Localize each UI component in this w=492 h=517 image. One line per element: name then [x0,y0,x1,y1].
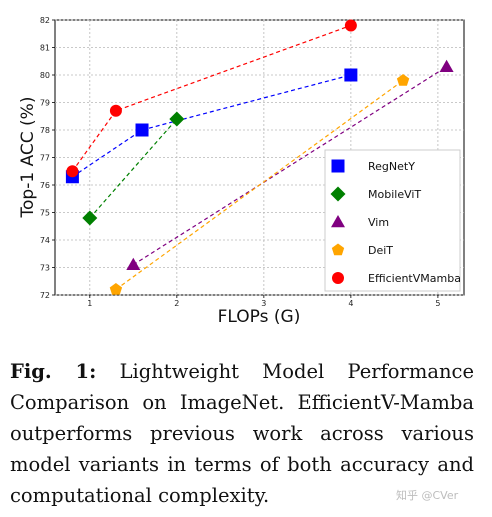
y-tick-label: 76 [40,181,50,190]
legend-marker-deit [331,243,345,256]
ticks-layer: 1 2 3 4 5 72 73 74 75 76 77 78 79 80 81 82 [40,16,441,308]
x-tick-label: 1 [87,299,92,308]
mobilevit-point [82,210,98,226]
legend-label-vim: Vim [368,216,389,229]
legend-label-mobilevit: MobileViT [368,188,421,201]
x-axis-label: FLOPs (G) [218,307,301,327]
y-tick-label: 82 [40,16,50,25]
x-tick-label: 5 [435,299,440,308]
y-tick-label: 74 [40,236,50,245]
figure-caption: Fig. 1: Lightweight Model Performance Co… [10,356,474,511]
y-tick-label: 77 [40,154,50,163]
performance-chart: 1 2 3 4 5 72 73 74 75 76 77 78 79 80 81 82 FLOPs (G) To… [18,16,465,327]
regnety-point [135,123,149,137]
efficientvmamba-point [344,19,357,32]
legend-marker-efficientvmamba [332,272,344,284]
legend-marker-mobilevit [330,186,346,202]
mobilevit-line [89,118,178,219]
deit-point [109,283,123,295]
regnety-line [72,74,352,178]
caption-label: Fig. 1: [10,360,97,383]
vim-point [126,257,141,270]
legend-label-efficientvmamba: EfficientVMamba [368,272,461,285]
y-tick-label: 72 [40,291,50,300]
deit-point [396,74,410,86]
legend: RegNetY MobileViT Vim DeiT EfficientVMamba [324,149,461,292]
vim-line [132,66,447,266]
y-tick-label: 73 [40,264,50,273]
efficientvmamba-point [109,104,122,117]
x-tick-label: 4 [348,299,353,308]
y-tick-label: 75 [40,209,50,218]
legend-label-regnety: RegNetY [368,160,415,173]
efficientvmamba-line [71,24,352,172]
y-tick-label: 79 [40,99,50,108]
y-tick-label: 80 [40,71,50,80]
y-tick-label: 81 [40,44,50,53]
legend-box [324,149,461,292]
y-tick-label: 78 [40,126,50,135]
y-axis-label: Top-1 ACC (%) [18,97,38,219]
x-tick-label: 2 [174,299,179,308]
caption-text: Lightweight Model Performance Comparison… [10,360,475,507]
legend-marker-regnety [331,159,345,173]
efficientvmamba-point [66,165,79,178]
mobilevit-point [169,111,185,127]
watermark: 知乎 @CVer [396,489,459,502]
series-layer [65,19,454,295]
deit-line [115,80,404,290]
x-tick-label: 3 [261,299,266,308]
vim-point [439,59,454,72]
legend-label-deit: DeiT [368,244,393,257]
legend-marker-vim [331,215,345,228]
regnety-point [344,68,358,82]
